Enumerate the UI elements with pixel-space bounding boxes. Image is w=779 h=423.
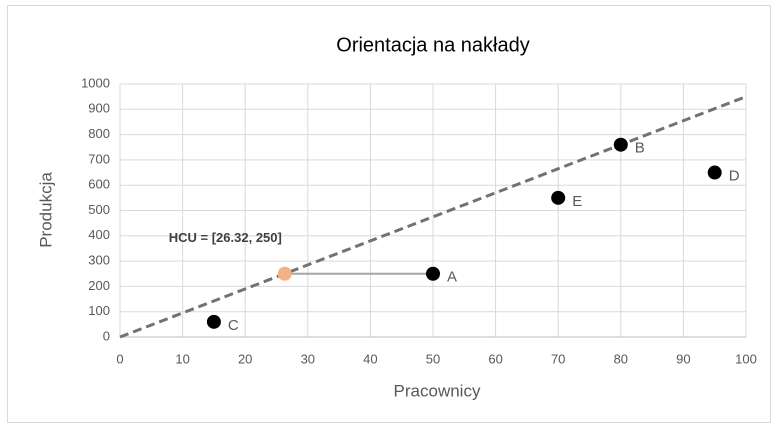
chart-title: Orientacja na nakłady xyxy=(336,34,529,56)
y-tick-label: 700 xyxy=(88,151,110,166)
y-tick-label: 300 xyxy=(88,253,110,268)
x-tick-label: 50 xyxy=(426,351,440,366)
y-tick-label: 900 xyxy=(88,101,110,116)
point-label: A xyxy=(447,269,457,286)
point xyxy=(206,314,221,329)
x-tick-label: 100 xyxy=(735,351,757,366)
x-tick-label: 0 xyxy=(116,351,123,366)
x-tick-label: 60 xyxy=(488,351,502,366)
point xyxy=(707,165,722,180)
x-tick-label: 40 xyxy=(363,351,377,366)
point xyxy=(426,266,440,281)
annotation: HCU = [26.32, 250] xyxy=(169,230,282,245)
y-tick-label: 400 xyxy=(88,227,110,242)
y-tick-label: 0 xyxy=(103,328,110,343)
chart-border xyxy=(7,5,771,423)
point-label: C xyxy=(228,317,239,334)
point xyxy=(551,190,566,205)
point-label: E xyxy=(572,193,582,210)
y-tick-label: 600 xyxy=(88,177,110,192)
y-tick-label: 200 xyxy=(88,278,110,293)
y-tick-label: 500 xyxy=(88,202,110,217)
point xyxy=(277,266,292,281)
y-axis-label: Produkcja xyxy=(36,172,55,248)
y-tick-label: 800 xyxy=(88,126,110,141)
point xyxy=(613,137,628,152)
x-tick-label: 80 xyxy=(614,351,628,366)
y-tick-label: 100 xyxy=(88,303,110,318)
x-axis-label: Pracownicy xyxy=(394,381,481,400)
x-tick-label: 70 xyxy=(551,351,565,366)
x-tick-label: 30 xyxy=(301,351,315,366)
x-tick-label: 90 xyxy=(676,351,690,366)
point-label: B xyxy=(635,140,645,157)
point-label: D xyxy=(729,168,740,185)
x-tick-label: 20 xyxy=(238,351,252,366)
y-tick-label: 1000 xyxy=(81,75,110,90)
x-tick-label: 10 xyxy=(175,351,189,366)
